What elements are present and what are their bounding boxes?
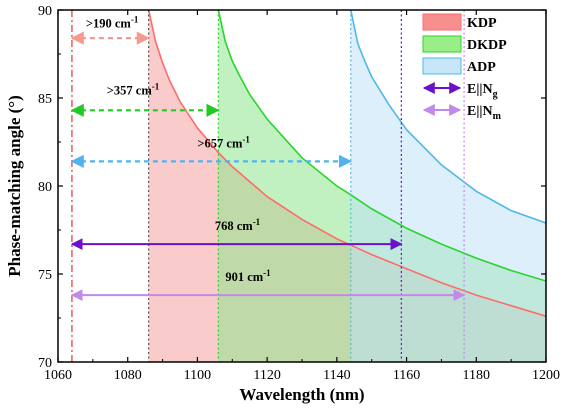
- y-tick-label: 80: [38, 180, 52, 195]
- x-tick-label: 1200: [532, 368, 560, 383]
- x-tick-label: 1120: [253, 368, 280, 383]
- x-tick-label: 1180: [463, 368, 490, 383]
- x-tick-label: 1140: [323, 368, 350, 383]
- legend-swatch-adp: [422, 57, 462, 75]
- legend-label: KDP: [467, 16, 497, 31]
- x-tick-label: 1100: [184, 368, 211, 383]
- range-annotation: 768 cm-1: [215, 217, 261, 233]
- legend-swatch-kdp: [422, 13, 462, 31]
- area-adp: [350, 10, 546, 362]
- legend-swatch-dkdp: [422, 35, 462, 53]
- curve-kdp: [147, 10, 546, 318]
- range-annotation: 901 cm-1: [225, 268, 271, 284]
- range-annotation: >657 cm-1: [197, 134, 250, 150]
- legend-label: E||Nm: [467, 104, 502, 122]
- y-tick-label: 70: [38, 356, 52, 371]
- legend-label: E||Ng: [467, 82, 498, 100]
- legend-label: DKDP: [467, 38, 507, 53]
- legend: KDP DKDP ADP E||Ng E||Nm: [422, 13, 507, 122]
- x-tick-label: 1080: [114, 368, 142, 383]
- y-tick-label: 90: [38, 4, 52, 19]
- x-axis-title: Wavelength (nm): [239, 385, 364, 404]
- y-tick-label: 75: [38, 268, 52, 283]
- y-axis-title: Phase-matching angle (°): [5, 95, 24, 277]
- x-tick-label: 1160: [393, 368, 420, 383]
- curve-adp: [350, 10, 546, 224]
- legend-label: ADP: [467, 60, 496, 75]
- range-annotation: >357 cm-1: [107, 81, 160, 97]
- x-tick-label: 1060: [44, 368, 72, 383]
- range-annotation: >190 cm-1: [86, 15, 139, 31]
- y-tick-label: 85: [38, 92, 52, 107]
- plot-area: [70, 10, 546, 362]
